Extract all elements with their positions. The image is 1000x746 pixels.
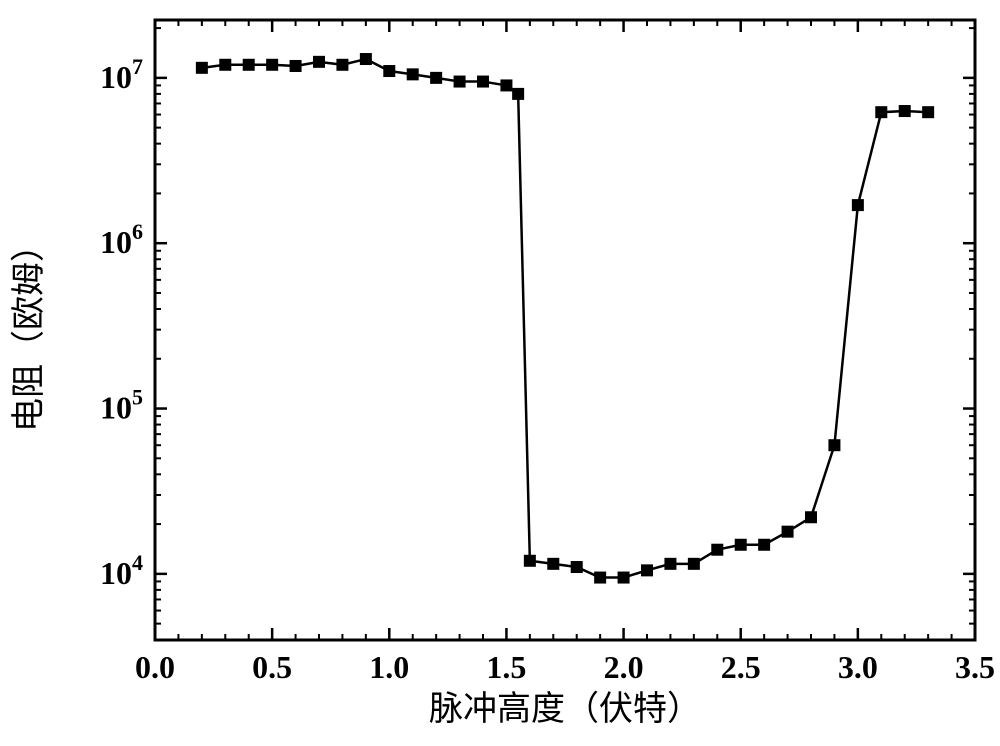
- y-axis-label: 电阻（欧姆）: [10, 228, 48, 432]
- data-marker: [290, 60, 302, 72]
- x-axis-label: 脉冲高度（伏特）: [429, 690, 701, 728]
- data-marker: [688, 558, 700, 570]
- data-marker: [711, 544, 723, 556]
- x-tick-label: 1.0: [369, 649, 409, 685]
- data-marker: [641, 564, 653, 576]
- data-marker: [852, 199, 864, 211]
- data-marker: [782, 526, 794, 538]
- x-tick-label: 2.5: [721, 649, 761, 685]
- data-marker: [219, 59, 231, 71]
- data-marker: [524, 555, 536, 567]
- data-marker: [430, 72, 442, 84]
- data-marker: [875, 106, 887, 118]
- data-marker: [512, 88, 524, 100]
- data-marker: [547, 558, 559, 570]
- data-marker: [571, 561, 583, 573]
- chart-svg: 0.0 0.5 1.0 1.5 2.0 2.5 3.0 3.5 104 105 106 107 脉冲高度…: [0, 0, 1000, 746]
- data-line: [202, 59, 928, 578]
- data-marker: [407, 68, 419, 80]
- data-marker: [266, 59, 278, 71]
- x-tick-label: 3.5: [955, 649, 995, 685]
- resistance-vs-pulse-chart: 0.0 0.5 1.0 1.5 2.0 2.5 3.0 3.5 104 105 106 107 脉冲高度…: [0, 0, 1000, 746]
- data-marker: [758, 539, 770, 551]
- data-marker: [196, 62, 208, 74]
- y-tick-label: 105: [100, 385, 143, 426]
- data-marker: [618, 572, 630, 584]
- data-marker: [828, 439, 840, 451]
- data-marker: [664, 558, 676, 570]
- data-marker: [383, 65, 395, 77]
- x-tick-label: 0.5: [252, 649, 292, 685]
- data-marker: [735, 539, 747, 551]
- data-marker: [313, 56, 325, 68]
- data-marker: [360, 53, 372, 65]
- data-marker: [594, 572, 606, 584]
- y-tick-label: 106: [100, 219, 143, 260]
- data-marker: [922, 106, 934, 118]
- data-marker: [477, 76, 489, 88]
- x-tick-label: 1.5: [486, 649, 526, 685]
- y-tick-label: 107: [100, 54, 143, 95]
- x-tick-label: 0.0: [135, 649, 175, 685]
- x-tick-label: 2.0: [604, 649, 644, 685]
- x-tick-label: 3.0: [838, 649, 878, 685]
- y-tick-label: 104: [100, 550, 143, 591]
- data-marker: [500, 79, 512, 91]
- data-marker: [805, 511, 817, 523]
- data-marker: [454, 76, 466, 88]
- data-marker: [336, 59, 348, 71]
- data-marker: [243, 59, 255, 71]
- data-marker: [899, 105, 911, 117]
